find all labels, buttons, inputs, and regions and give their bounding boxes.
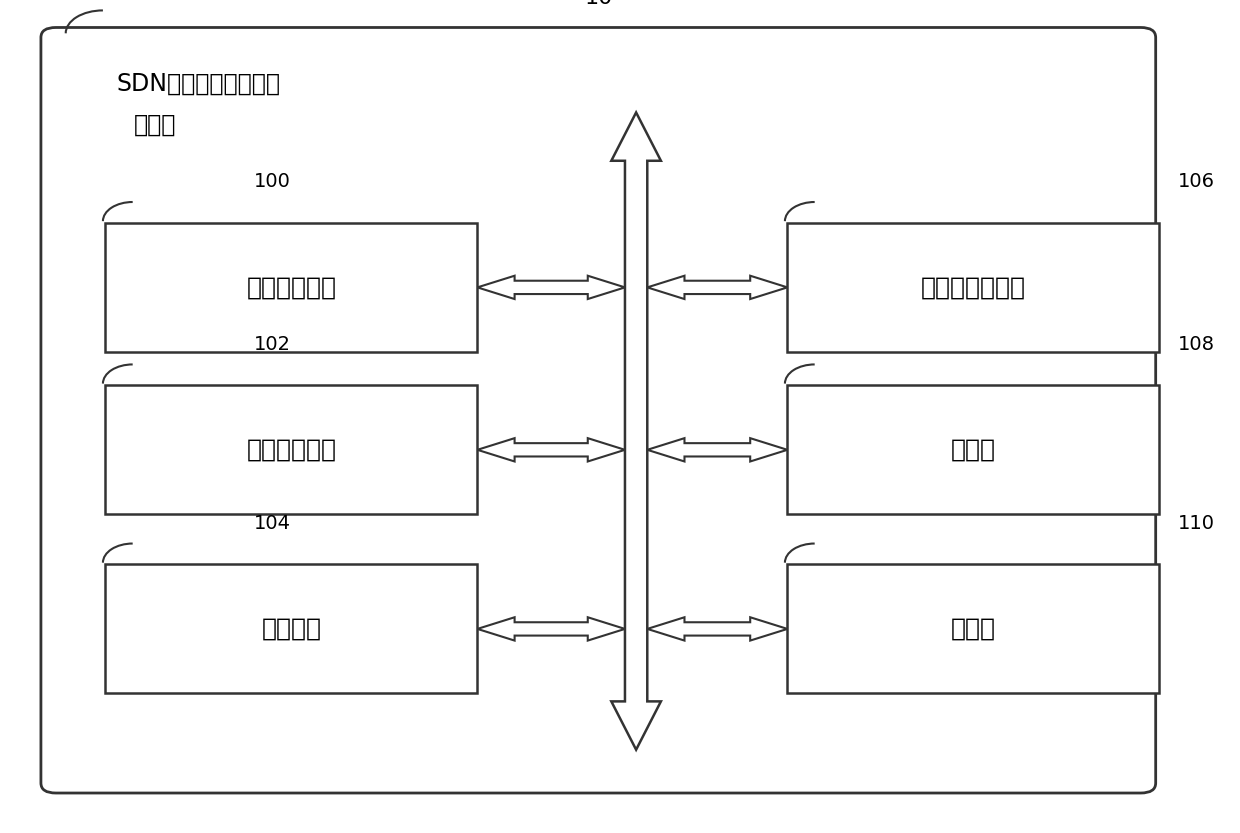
Polygon shape bbox=[477, 617, 625, 641]
Text: 100: 100 bbox=[254, 172, 291, 192]
Text: 处理器: 处理器 bbox=[951, 617, 996, 641]
Polygon shape bbox=[647, 276, 787, 299]
Bar bbox=[105, 565, 477, 693]
Bar bbox=[787, 386, 1159, 515]
Text: 10: 10 bbox=[584, 0, 613, 8]
Polygon shape bbox=[611, 112, 661, 750]
Text: SDN网络设备控制面管: SDN网络设备控制面管 bbox=[117, 72, 280, 95]
Text: 110: 110 bbox=[1178, 514, 1215, 533]
Bar bbox=[105, 386, 477, 515]
Text: 理装置: 理装置 bbox=[134, 113, 176, 137]
Bar bbox=[787, 565, 1159, 693]
Bar bbox=[105, 223, 477, 352]
Text: 判断模块: 判断模块 bbox=[262, 617, 321, 641]
Text: 106: 106 bbox=[1178, 172, 1215, 192]
FancyBboxPatch shape bbox=[41, 27, 1156, 793]
Text: 104: 104 bbox=[254, 514, 291, 533]
Polygon shape bbox=[647, 617, 787, 641]
Text: 108: 108 bbox=[1178, 335, 1215, 353]
Text: 信息读取模块: 信息读取模块 bbox=[247, 438, 336, 461]
Text: 存储器: 存储器 bbox=[951, 438, 996, 461]
Text: 102: 102 bbox=[254, 335, 291, 353]
Bar bbox=[787, 223, 1159, 352]
Text: 控制面管理模块: 控制面管理模块 bbox=[921, 276, 1025, 299]
Polygon shape bbox=[477, 276, 625, 299]
Polygon shape bbox=[647, 438, 787, 461]
Text: 事件侦测模块: 事件侦测模块 bbox=[247, 276, 336, 299]
Polygon shape bbox=[477, 438, 625, 461]
